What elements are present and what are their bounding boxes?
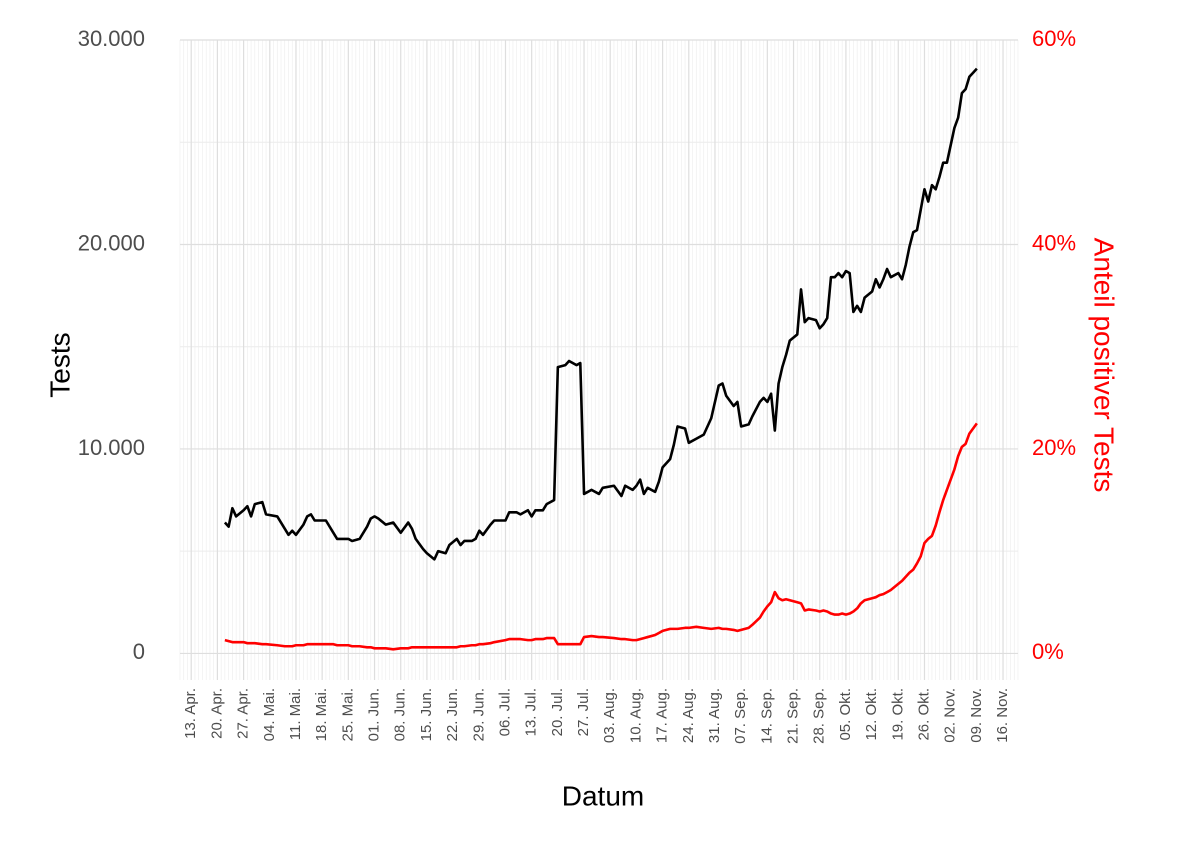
x-tick-label: 02. Nov. (942, 688, 959, 743)
x-tick-label: 16. Nov. (994, 688, 1011, 743)
x-tick-label: 08. Jun. (392, 688, 409, 741)
x-tick-label: 20. Jul. (549, 688, 566, 736)
y-tick-label: 20.000 (78, 230, 145, 255)
x-tick-label: 26. Okt. (915, 688, 932, 741)
x-tick-label: 11. Mai. (287, 688, 304, 740)
x-tick-label: 15. Jun. (418, 688, 435, 741)
x-tick-label: 24. Aug. (680, 688, 697, 743)
y2-axis-title: Anteil positiver Tests (1089, 238, 1120, 493)
x-tick-label: 21. Sep. (785, 688, 802, 744)
x-tick-label: 04. Mai. (261, 688, 278, 741)
x-tick-label: 03. Aug. (601, 688, 618, 743)
x-tick-label: 13. Apr. (182, 688, 199, 739)
x-axis-title: Datum (562, 780, 644, 811)
y2-tick-label: 60% (1032, 26, 1076, 51)
data-line (224, 422, 978, 651)
x-tick-label: 10. Aug. (627, 688, 644, 743)
y2-tick-label: 0% (1032, 639, 1064, 664)
data-line (223, 67, 978, 561)
y-tick-label: 0 (133, 639, 145, 664)
x-tick-label: 06. Jul. (496, 688, 513, 736)
x-tick-label: 07. Sep. (732, 688, 749, 744)
x-tick-label: 29. Jun. (470, 688, 487, 741)
x-tick-label: 18. Mai. (313, 688, 330, 741)
x-tick-label: 01. Jun. (366, 688, 383, 741)
x-tick-label: 17. Aug. (654, 688, 671, 743)
x-tick-label: 09. Nov. (968, 688, 985, 743)
x-tick-label: 22. Jun. (444, 688, 461, 741)
x-tick-label: 19. Okt. (889, 688, 906, 741)
x-tick-label: 05. Okt. (837, 688, 854, 741)
y2-tick-label: 20% (1032, 435, 1076, 460)
x-tick-label: 12. Okt. (863, 688, 880, 741)
y2-tick-label: 40% (1032, 230, 1076, 255)
x-tick-label: 25. Mai. (339, 688, 356, 741)
y-tick-label: 30.000 (78, 26, 145, 51)
x-tick-label: 13. Jul. (523, 688, 540, 736)
x-tick-label: 28. Sep. (811, 688, 828, 744)
x-tick-label: 14. Sep. (758, 688, 775, 744)
x-tick-label: 31. Aug. (706, 688, 723, 743)
y-tick-label: 10.000 (78, 435, 145, 460)
x-tick-label: 27. Apr. (235, 688, 252, 739)
x-tick-label: 20. Apr. (208, 688, 225, 739)
x-tick-label: 27. Jul. (575, 688, 592, 736)
y-axis-title: Tests (44, 332, 75, 397)
